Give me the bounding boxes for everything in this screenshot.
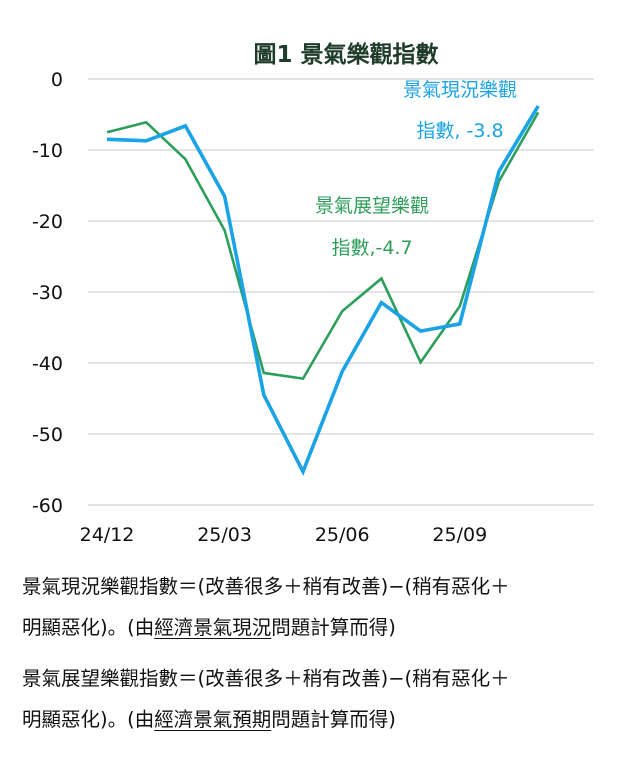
note-outlook-line2: 明顯惡化)。(由經濟景氣預期問題計算而得) xyxy=(22,699,602,740)
note-text: 明顯惡化)。(由 xyxy=(22,708,155,731)
series-line-outlook xyxy=(106,111,540,381)
line-chart: 圖1 景氣樂觀指數 0 -10 -20 -30 -40 -50 -60 24/12 25/03… xyxy=(32,41,594,546)
x-tick-label: 25/09 xyxy=(432,524,487,546)
x-tick-label: 24/12 xyxy=(80,524,135,546)
gridlines xyxy=(88,78,594,506)
y-tick-label: -20 xyxy=(32,211,63,233)
x-axis-ticks: 24/12 25/03 25/06 25/09 xyxy=(80,524,488,546)
y-tick-label: -60 xyxy=(32,495,63,517)
series-label-outlook: 景氣展望樂觀 指數,-4.7 xyxy=(315,195,429,259)
x-tick-label: 25/03 xyxy=(197,524,252,546)
y-tick-label: 0 xyxy=(51,69,63,91)
note-outlook-line1: 景氣展望樂觀指數＝(改善很多＋稍有改善)−(稍有惡化＋ xyxy=(22,658,602,699)
series-label-current: 景氣現況樂觀 指數, -3.8 xyxy=(403,79,517,142)
footnotes: 景氣現況樂觀指數＝(改善很多＋稍有改善)−(稍有惡化＋ 明顯惡化)。(由經濟景氣… xyxy=(22,566,602,750)
y-tick-label: -40 xyxy=(32,353,63,375)
note-current: 景氣現況樂觀指數＝(改善很多＋稍有改善)−(稍有惡化＋ 明顯惡化)。(由經濟景氣… xyxy=(22,566,602,648)
series-label-outlook-line2: 指數,-4.7 xyxy=(331,237,412,259)
series-label-current-line1: 景氣現況樂觀 xyxy=(403,79,517,101)
series-label-current-line2: 指數, -3.8 xyxy=(416,120,503,142)
x-tick-label: 25/06 xyxy=(315,524,370,546)
y-tick-label: -30 xyxy=(32,282,63,304)
y-tick-label: -50 xyxy=(32,424,63,446)
chart-title: 圖1 景氣樂觀指數 xyxy=(253,41,438,68)
series-label-outlook-line1: 景氣展望樂觀 xyxy=(315,195,429,217)
note-underlined-term: 經濟景氣預期 xyxy=(154,708,272,731)
series-line-current xyxy=(106,105,540,476)
note-text: 問題計算而得) xyxy=(271,616,396,639)
note-text: 景氣展望樂觀指數＝(改善很多＋稍有改善)−(稍有惡化＋ xyxy=(22,667,510,690)
y-tick-label: -10 xyxy=(32,140,63,162)
y-axis-ticks: 0 -10 -20 -30 -40 -50 -60 xyxy=(32,69,63,517)
note-text: 問題計算而得) xyxy=(271,708,396,731)
series-lines xyxy=(106,105,540,476)
note-outlook: 景氣展望樂觀指數＝(改善很多＋稍有改善)−(稍有惡化＋ 明顯惡化)。(由經濟景氣… xyxy=(22,658,602,740)
note-current-line2: 明顯惡化)。(由經濟景氣現況問題計算而得) xyxy=(22,607,602,648)
note-underlined-term: 經濟景氣現況 xyxy=(154,616,272,639)
note-text: 明顯惡化)。(由 xyxy=(22,616,155,639)
note-current-line1: 景氣現況樂觀指數＝(改善很多＋稍有改善)−(稍有惡化＋ xyxy=(22,566,602,607)
note-text: 景氣現況樂觀指數＝(改善很多＋稍有改善)−(稍有惡化＋ xyxy=(22,575,510,598)
